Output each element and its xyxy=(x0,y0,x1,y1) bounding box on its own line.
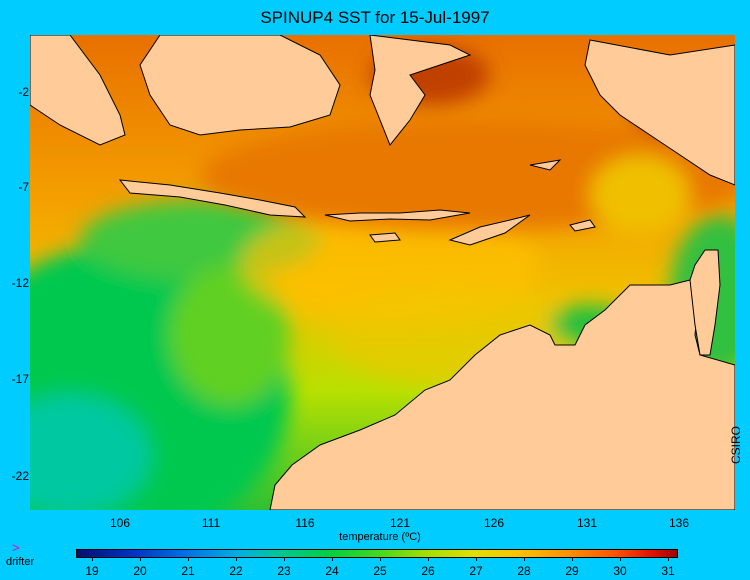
x-tick-label: 121 xyxy=(389,516,411,530)
colorbar-tick xyxy=(620,557,621,561)
credit-label: CSIRO xyxy=(729,425,743,464)
y-tick-label: -17 xyxy=(11,372,29,386)
colorbar-tick-label: 25 xyxy=(373,564,387,578)
colorbar-tick xyxy=(140,557,141,561)
colorbar-tick xyxy=(428,557,429,561)
colorbar-title: temperature (ºC) xyxy=(339,531,421,543)
y-tick-label: -2 xyxy=(18,85,29,99)
colorbar-tick xyxy=(236,557,237,561)
colorbar-tick-label: 24 xyxy=(325,564,339,578)
timor-island xyxy=(448,214,531,246)
y-tick-label: -22 xyxy=(11,469,29,483)
colorbar-tick-label: 31 xyxy=(661,564,675,578)
x-tick-label: 131 xyxy=(576,516,598,530)
colorbar-tick xyxy=(476,557,477,561)
colorbar-tick-label: 26 xyxy=(421,564,435,578)
x-tick-label: 106 xyxy=(109,516,131,530)
colorbar-tick xyxy=(92,557,93,561)
java-island xyxy=(118,179,307,218)
colorbar-tick-label: 30 xyxy=(613,564,627,578)
y-tick-label: -12 xyxy=(11,276,29,290)
colorbar-tick xyxy=(332,557,333,561)
sulawesi-island xyxy=(369,35,472,146)
colorbar-tick-label: 29 xyxy=(565,564,579,578)
colorbar-tick-label: 28 xyxy=(517,564,531,578)
colorbar-tick xyxy=(668,557,669,561)
colorbar-tick xyxy=(284,557,285,561)
colorbar-tick-label: 20 xyxy=(133,564,147,578)
land-masses xyxy=(30,35,735,510)
borneo-island xyxy=(139,35,341,136)
new-guinea-island xyxy=(584,39,735,186)
colorbar-tick-label: 21 xyxy=(181,564,195,578)
colorbar-tick xyxy=(524,557,525,561)
sst-field xyxy=(30,35,735,510)
map-title: SPINUP4 SST for 15-Jul-1997 xyxy=(260,8,490,27)
nusa-tenggara-islands xyxy=(324,209,471,222)
x-tick-label: 116 xyxy=(295,516,315,530)
drifter-marker-icon: > xyxy=(12,540,20,555)
colorbar-tick-label: 19 xyxy=(85,564,99,578)
colorbar-tick-label: 27 xyxy=(469,564,483,578)
drifter-legend-label: drifter xyxy=(6,556,35,568)
colorbar-tick xyxy=(380,557,381,561)
sst-map xyxy=(30,35,735,510)
x-tick-label: 136 xyxy=(668,516,690,530)
x-tick-label: 111 xyxy=(201,516,221,530)
cape-york-land xyxy=(689,249,721,356)
temperature-colorbar xyxy=(76,549,678,558)
colorbar-tick-label: 23 xyxy=(277,564,291,578)
colorbar-tick-label: 22 xyxy=(229,564,243,578)
colorbar-tick xyxy=(572,557,573,561)
x-tick-label: 126 xyxy=(483,516,505,530)
sumatra-land xyxy=(30,35,126,146)
colorbar-tick xyxy=(188,557,189,561)
y-tick-label: -7 xyxy=(18,180,29,194)
